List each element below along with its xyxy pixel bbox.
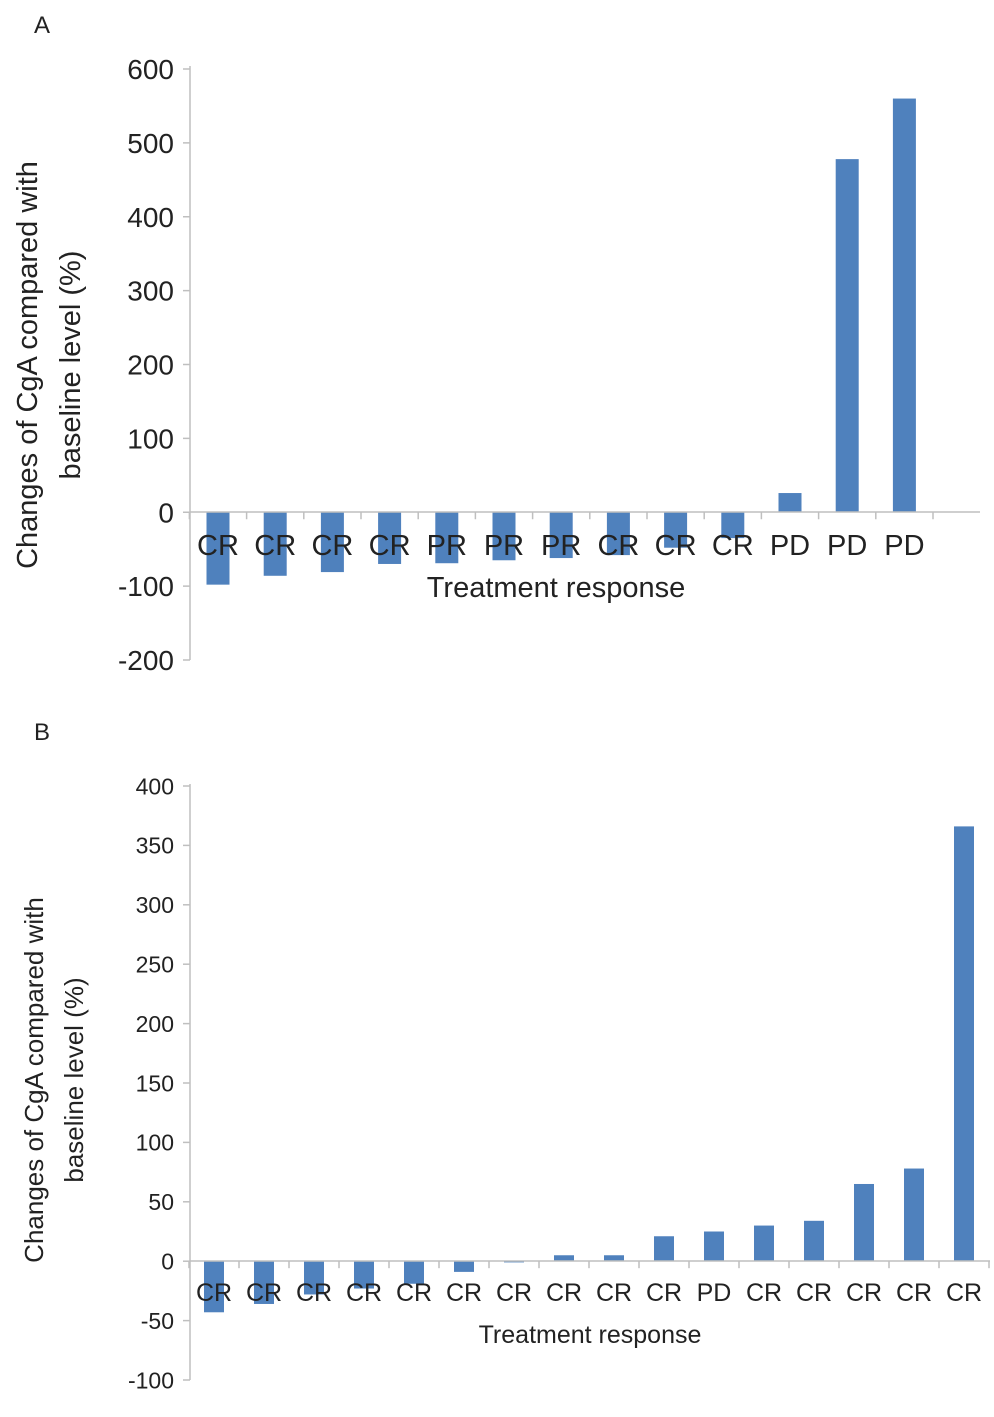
x-axis-title-a: Treatment response [427,572,685,604]
x-category-label: CR [296,1279,332,1307]
bar [804,1220,824,1262]
y-tick-label: 300 [127,276,174,307]
x-category-label: CR [197,530,239,562]
y-axis-title-b-line1: Changes of CgA compared with [19,897,49,1263]
x-category-labels-a: CR CR CR CR PR PR PR CR CR CR PD PD PD [188,512,934,562]
x-category-label: CR [596,1279,632,1307]
bar [664,512,688,548]
y-tick-labels-a: -200 -100 0 100 200 300 400 500 600 [118,54,190,676]
bar [854,1183,874,1262]
x-category-label: CR [246,1279,282,1307]
bar [549,512,573,559]
x-category-label: CR [396,1279,432,1307]
y-axis-title-a-line1: Changes of CgA compared with [12,161,44,569]
y-tick-label: 0 [158,497,174,528]
x-category-label: CR [896,1279,932,1307]
bar [754,1225,774,1262]
bar [378,512,402,564]
x-category-label: PD [697,1279,732,1307]
y-tick-label: 200 [136,1011,174,1037]
y-tick-labels-b: -100 -50 0 50 100 150 200 250 300 350 400 [128,773,190,1393]
x-category-label: CR [655,530,697,562]
bar [606,512,630,556]
y-tick-label: -100 [128,1367,174,1393]
bar [721,512,745,539]
y-tick-label: 400 [136,773,174,799]
x-category-label: CR [946,1279,982,1307]
y-tick-label: 200 [127,350,174,381]
y-tick-label: 400 [127,202,174,233]
y-tick-label: 150 [136,1070,174,1096]
x-category-label: CR [796,1279,832,1307]
y-tick-label: 500 [127,128,174,159]
y-tick-label: -50 [141,1308,174,1334]
x-category-label: CR [646,1279,682,1307]
y-tick-label: 100 [136,1130,174,1156]
x-category-label: PR [541,530,581,562]
y-axis-title-b-line2: baseline level (%) [59,977,89,1182]
x-category-label: CR [254,530,296,562]
x-category-label: CR [346,1279,382,1307]
x-category-label: CR [311,530,353,562]
bar [320,512,344,573]
y-tick-label: 50 [148,1189,174,1215]
y-tick-label: 600 [127,54,174,85]
bar [304,1261,324,1295]
bar [892,98,916,513]
bar [504,1261,524,1263]
x-category-label: PD [827,530,867,562]
bar [404,1261,424,1284]
bar [492,512,516,561]
panel-label-b: B [34,719,50,746]
bar [206,512,230,585]
bar [778,493,802,513]
bar [904,1168,924,1262]
bar [554,1255,574,1262]
bars-b [204,826,974,1313]
bar [954,826,974,1262]
bar [263,512,287,576]
x-category-label: PR [484,530,524,562]
y-axis-title-a-line2: baseline level (%) [55,251,87,480]
bar [204,1261,224,1313]
x-axis-title-b: Treatment response [479,1321,702,1349]
bars-a [206,98,916,585]
chart-panel-a: A Changes of CgA compared with baseline … [12,12,980,676]
chart-panel-b: B Changes of CgA compared with baseline … [19,719,990,1393]
bar [604,1255,624,1262]
x-category-label: CR [746,1279,782,1307]
y-tick-label: -200 [118,645,174,676]
bar [454,1261,474,1272]
bar [435,512,459,564]
y-tick-label: 250 [136,951,174,977]
bar [835,159,859,513]
y-tick-label: -100 [118,571,174,602]
x-category-label: PR [427,530,467,562]
x-category-label: CR [446,1279,482,1307]
panel-label-a: A [34,12,50,39]
x-category-label: CR [846,1279,882,1307]
x-category-label: CR [496,1279,532,1307]
x-category-label: PD [884,530,924,562]
bar [654,1236,674,1262]
bar [254,1261,274,1304]
x-category-label: PD [770,530,810,562]
bar [354,1261,374,1289]
x-category-label: CR [196,1279,232,1307]
bar [704,1231,724,1262]
y-tick-label: 100 [127,423,174,454]
y-tick-label: 350 [136,833,174,859]
y-tick-label: 300 [136,892,174,918]
x-category-label: CR [597,530,639,562]
x-category-label: CR [712,530,754,562]
x-category-label: CR [369,530,411,562]
x-category-labels-b: CR CR CR CR CR CR CR CR CR CR PD CR CR CR CR CR [188,1261,990,1307]
y-tick-label: 0 [161,1248,174,1274]
x-category-label: CR [546,1279,582,1307]
